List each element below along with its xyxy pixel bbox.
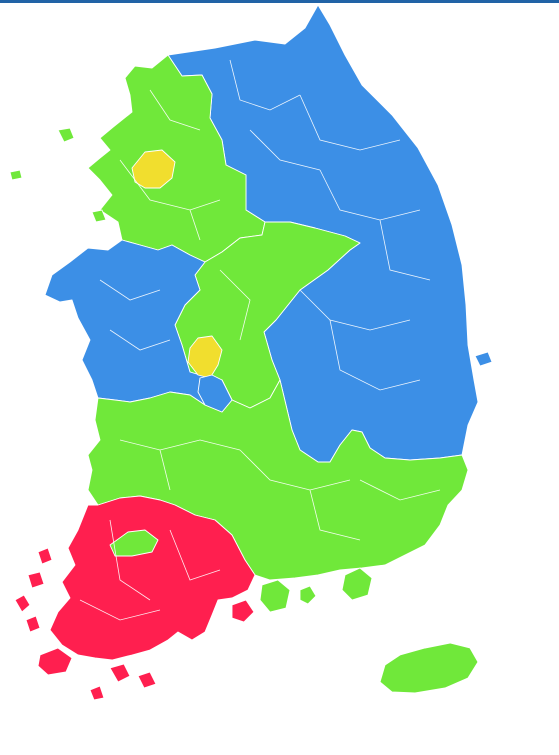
- region-central-yellow[interactable]: [187, 335, 223, 379]
- district-borders: [79, 59, 441, 621]
- region-southwest-red[interactable]: [49, 495, 256, 661]
- island-green-3[interactable]: [299, 585, 317, 605]
- island-red-7[interactable]: [37, 547, 53, 565]
- island-red-2[interactable]: [14, 594, 31, 613]
- island-red-1[interactable]: [37, 647, 73, 676]
- island-green-2[interactable]: [341, 567, 373, 601]
- island-green-west-3[interactable]: [91, 209, 107, 223]
- island-green-west-1[interactable]: [57, 127, 75, 143]
- region-central-blue-patch[interactable]: [197, 374, 233, 413]
- island-red-6[interactable]: [231, 599, 255, 623]
- island-red-9[interactable]: [137, 671, 157, 689]
- island-red-8[interactable]: [27, 571, 45, 589]
- island-green-west-2[interactable]: [9, 169, 23, 181]
- top-accent-bar: [0, 0, 559, 3]
- region-jeju-green[interactable]: [379, 642, 479, 694]
- island-red-4[interactable]: [109, 663, 131, 683]
- island-blue-east[interactable]: [474, 351, 493, 367]
- map-container: [0, 3, 559, 755]
- region-red-enclave-green[interactable]: [109, 529, 159, 557]
- island-green-1[interactable]: [259, 579, 291, 613]
- island-red-5[interactable]: [89, 685, 105, 701]
- choropleth-map: [9, 4, 493, 701]
- island-red-3[interactable]: [25, 615, 41, 633]
